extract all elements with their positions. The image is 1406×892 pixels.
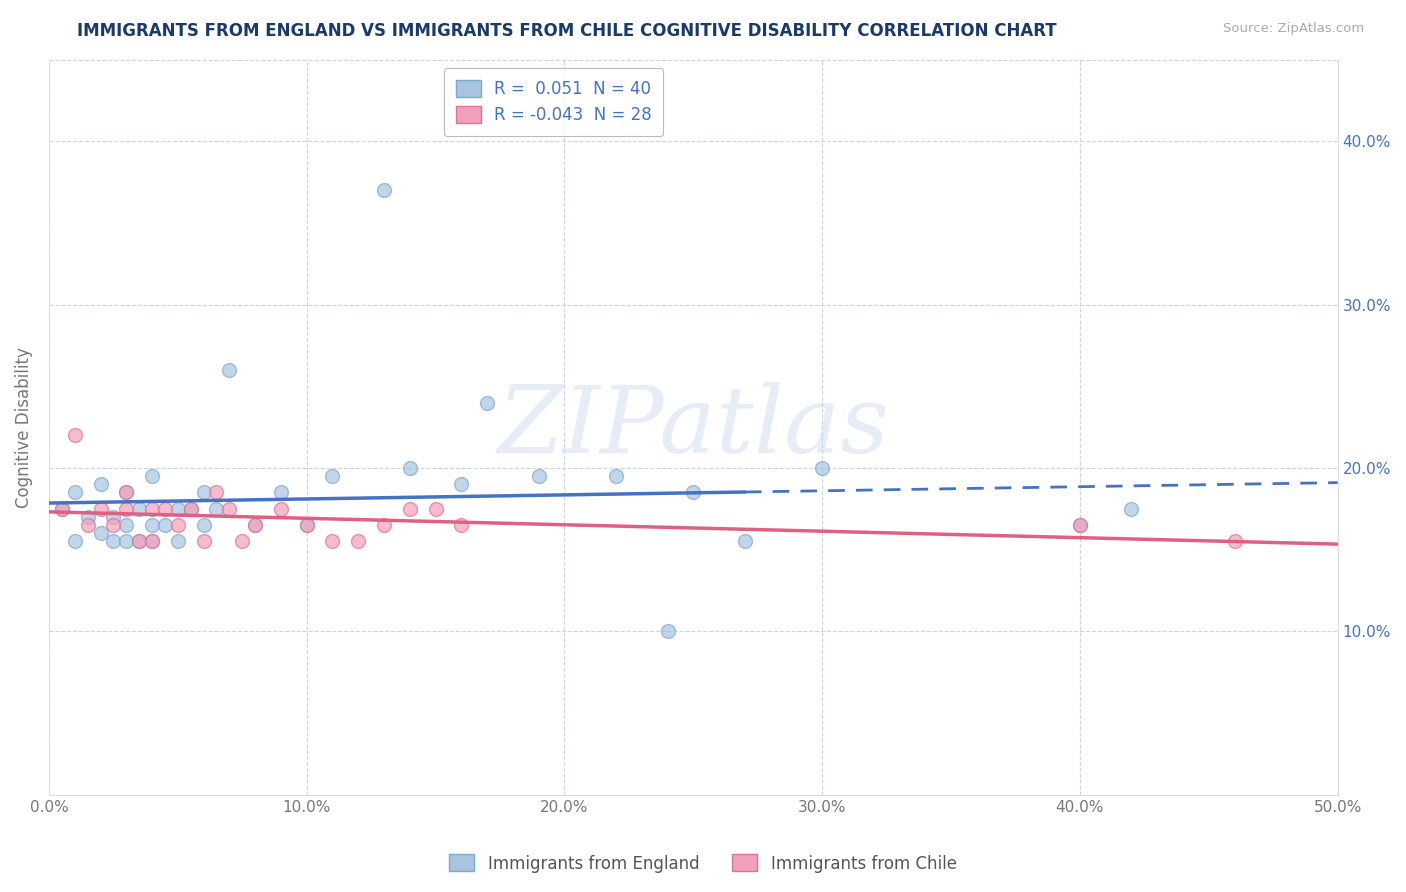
Point (1223, 534, 1246, 549)
Point (398, 501, 420, 516)
Point (51, 501, 73, 516)
Point (128, 501, 150, 516)
Point (321, 469, 343, 483)
Y-axis label: Cognitive Disability: Cognitive Disability (15, 347, 32, 508)
Legend: Immigrants from England, Immigrants from Chile: Immigrants from England, Immigrants from… (443, 847, 963, 880)
Point (115, 485, 138, 500)
Point (218, 363, 240, 377)
Point (89, 526, 111, 541)
Point (166, 501, 188, 516)
Point (89, 477, 111, 491)
Point (63, 534, 86, 549)
Text: ZIPatlas: ZIPatlas (498, 382, 889, 472)
Point (103, 534, 125, 549)
Point (811, 461, 834, 475)
Point (231, 534, 253, 549)
Point (373, 183, 395, 197)
Point (89, 501, 111, 516)
Point (321, 534, 343, 549)
Point (141, 501, 163, 516)
Point (115, 501, 138, 516)
Point (243, 518, 266, 533)
Point (103, 518, 125, 533)
Point (193, 534, 215, 549)
Point (270, 485, 292, 500)
Text: Source: ZipAtlas.com: Source: ZipAtlas.com (1223, 22, 1364, 36)
Point (527, 469, 550, 483)
Point (425, 501, 447, 516)
Point (193, 518, 215, 533)
Point (450, 477, 472, 491)
Point (76, 510, 98, 524)
Point (63, 428, 86, 442)
Point (398, 461, 420, 475)
Text: IMMIGRANTS FROM ENGLAND VS IMMIGRANTS FROM CHILE COGNITIVE DISABILITY CORRELATIO: IMMIGRANTS FROM ENGLAND VS IMMIGRANTS FR… (77, 22, 1057, 40)
Point (1069, 518, 1091, 533)
Point (166, 534, 188, 549)
Point (115, 534, 138, 549)
Point (51, 501, 73, 516)
Point (1121, 501, 1143, 516)
Point (347, 534, 370, 549)
Point (450, 518, 472, 533)
Point (218, 501, 240, 516)
Point (141, 534, 163, 549)
Point (475, 395, 498, 409)
Point (128, 534, 150, 549)
Point (115, 518, 138, 533)
Point (1069, 518, 1091, 533)
Point (103, 510, 125, 524)
Point (657, 624, 679, 639)
Point (153, 518, 176, 533)
Point (63, 485, 86, 500)
Point (682, 485, 704, 500)
Point (141, 534, 163, 549)
Point (205, 485, 228, 500)
Point (734, 534, 756, 549)
Point (115, 485, 138, 500)
Point (180, 501, 202, 516)
Point (141, 469, 163, 483)
Point (373, 518, 395, 533)
Point (166, 518, 188, 533)
Point (295, 518, 318, 533)
Point (76, 518, 98, 533)
Point (153, 501, 176, 516)
Point (295, 518, 318, 533)
Point (193, 485, 215, 500)
Point (141, 518, 163, 533)
Legend: R =  0.051  N = 40, R = -0.043  N = 28: R = 0.051 N = 40, R = -0.043 N = 28 (444, 68, 664, 136)
Point (605, 469, 627, 483)
Point (243, 518, 266, 533)
Point (128, 534, 150, 549)
Point (205, 501, 228, 516)
Point (270, 501, 292, 516)
Point (180, 501, 202, 516)
